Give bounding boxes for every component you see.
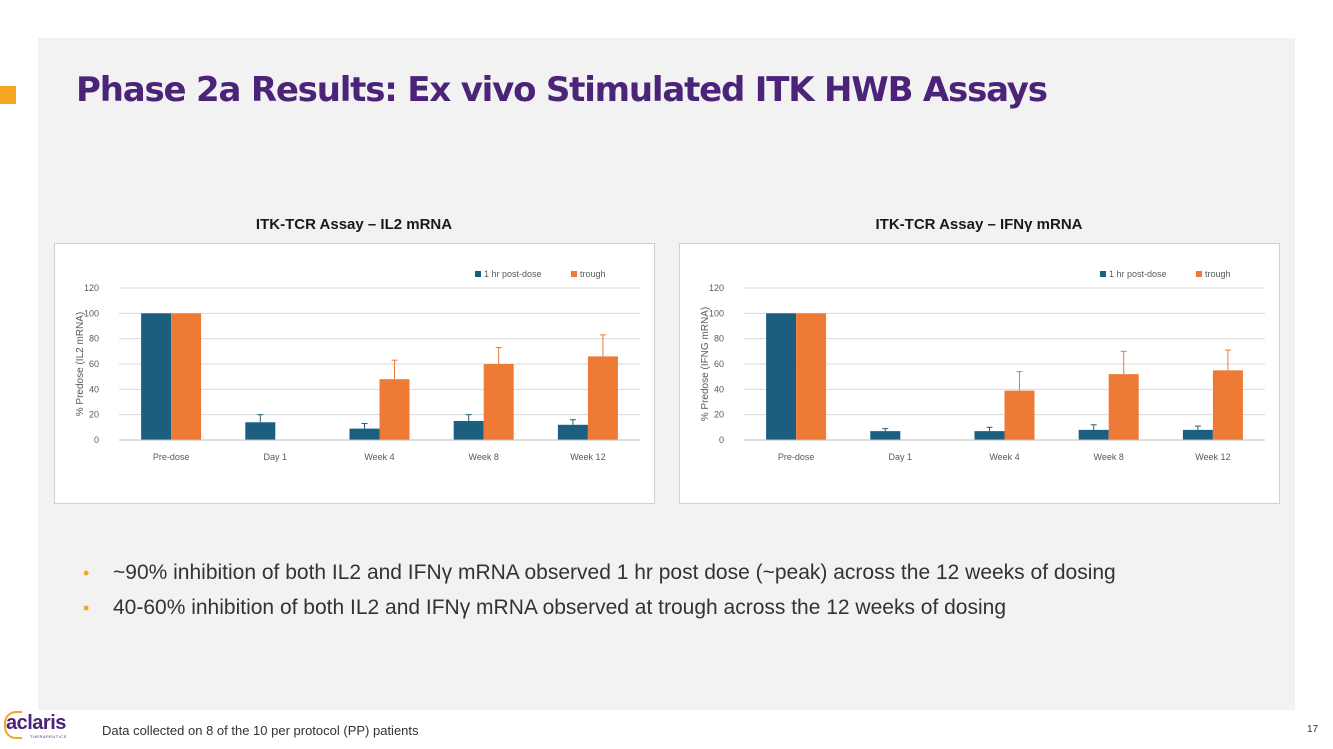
- x-tick-label: Week 12: [1195, 452, 1230, 462]
- x-tick-label: Week 4: [989, 452, 1019, 462]
- chart-svg: 0 20 40 60 80 100 120 % Predose (IL2 mRNA) Pre-d…: [75, 269, 640, 462]
- y-tick-label: 120: [709, 283, 724, 293]
- bar-trough: [171, 313, 202, 440]
- bar-post-dose: [974, 431, 1005, 440]
- x-tick-label: Week 8: [469, 452, 499, 462]
- legend-label: 1 hr post-dose: [484, 269, 542, 279]
- logo-ring-icon: [4, 711, 22, 739]
- y-tick-label: 100: [709, 308, 724, 318]
- legend-swatch-icon: [571, 271, 577, 277]
- bullet-text: 40-60% inhibition of both IL2 and IFNγ m…: [113, 596, 1007, 619]
- x-tick-label: Day 1: [264, 452, 288, 462]
- x-tick-label: Day 1: [889, 452, 913, 462]
- bar-trough: [796, 313, 827, 440]
- bullet-item: • ~90% inhibition of both IL2 and IFNγ mR…: [80, 558, 1116, 593]
- y-tick-label: 100: [84, 308, 99, 318]
- y-tick-label: 20: [89, 410, 99, 420]
- x-tick-label: Week 8: [1094, 452, 1124, 462]
- bar-post-dose: [245, 422, 276, 440]
- legend-label: trough: [1205, 269, 1231, 279]
- y-tick-label: 60: [714, 359, 724, 369]
- y-axis-label: % Predose (IFNG mRNA): [700, 307, 711, 421]
- x-tick-label: Pre-dose: [778, 452, 815, 462]
- chart-ifng: 0 20 40 60 80 100 120 % Predose (IFNG mRNA) Pre-…: [679, 243, 1280, 504]
- y-tick-label: 120: [84, 283, 99, 293]
- y-tick-label: 80: [714, 334, 724, 344]
- bar-post-dose: [349, 428, 380, 440]
- bar-post-dose: [766, 313, 797, 440]
- aclaris-logo: aclaris THERAPEUTICS: [4, 711, 66, 739]
- legend-label: 1 hr post-dose: [1109, 269, 1167, 279]
- bullet-dot-icon: •: [83, 563, 90, 583]
- bar-post-dose: [453, 421, 484, 440]
- slide-title: Phase 2a Results: Ex vivo Stimulated ITK…: [76, 70, 1048, 110]
- bar-trough: [379, 379, 410, 440]
- bar-trough: [1212, 370, 1243, 440]
- bar-trough: [587, 356, 618, 440]
- chart-svg: 0 20 40 60 80 100 120 % Predose (IFNG mRNA) Pre-…: [700, 269, 1265, 462]
- bullet-text: ~90% inhibition of both IL2 and IFNγ mRN…: [113, 561, 1116, 584]
- x-tick-label: Pre-dose: [153, 452, 190, 462]
- bar-trough: [1004, 390, 1035, 440]
- x-tick-label: Week 4: [364, 452, 394, 462]
- x-tick-label: Week 12: [570, 452, 605, 462]
- y-tick-label: 0: [719, 435, 724, 445]
- y-axis-label: % Predose (IL2 mRNA): [75, 312, 86, 416]
- y-tick-label: 0: [94, 435, 99, 445]
- chart-il2: 0 20 40 60 80 100 120 % Predose (IL2 mRNA) Pre-d…: [54, 243, 655, 504]
- bar-trough: [1108, 374, 1139, 440]
- legend-swatch-icon: [475, 271, 481, 277]
- y-tick-label: 80: [89, 334, 99, 344]
- y-tick-label: 20: [714, 410, 724, 420]
- y-tick-label: 40: [89, 384, 99, 394]
- bar-post-dose: [557, 424, 588, 440]
- logo-subtext: THERAPEUTICS: [30, 734, 67, 739]
- legend-swatch-icon: [1196, 271, 1202, 277]
- bar-trough: [483, 364, 514, 440]
- page-number: 17: [1307, 724, 1319, 735]
- chart-1-title: ITK-TCR Assay – IL2 mRNA: [255, 216, 453, 233]
- bar-post-dose: [1182, 429, 1213, 440]
- footnote: Data collected on 8 of the 10 per protoc…: [102, 723, 419, 738]
- bullet-list: • ~90% inhibition of both IL2 and IFNγ mR…: [80, 558, 1116, 628]
- legend-label: trough: [580, 269, 606, 279]
- bar-post-dose: [141, 313, 172, 440]
- y-tick-label: 60: [89, 359, 99, 369]
- y-tick-label: 40: [714, 384, 724, 394]
- bar-post-dose: [870, 431, 901, 440]
- accent-square: [0, 86, 16, 104]
- legend-swatch-icon: [1100, 271, 1106, 277]
- chart-2-title: ITK-TCR Assay – IFNγ mRNA: [875, 216, 1083, 233]
- bullet-dot-icon: •: [83, 598, 90, 618]
- bar-post-dose: [1078, 429, 1109, 440]
- bullet-item: • 40-60% inhibition of both IL2 and IFNγ …: [80, 593, 1116, 628]
